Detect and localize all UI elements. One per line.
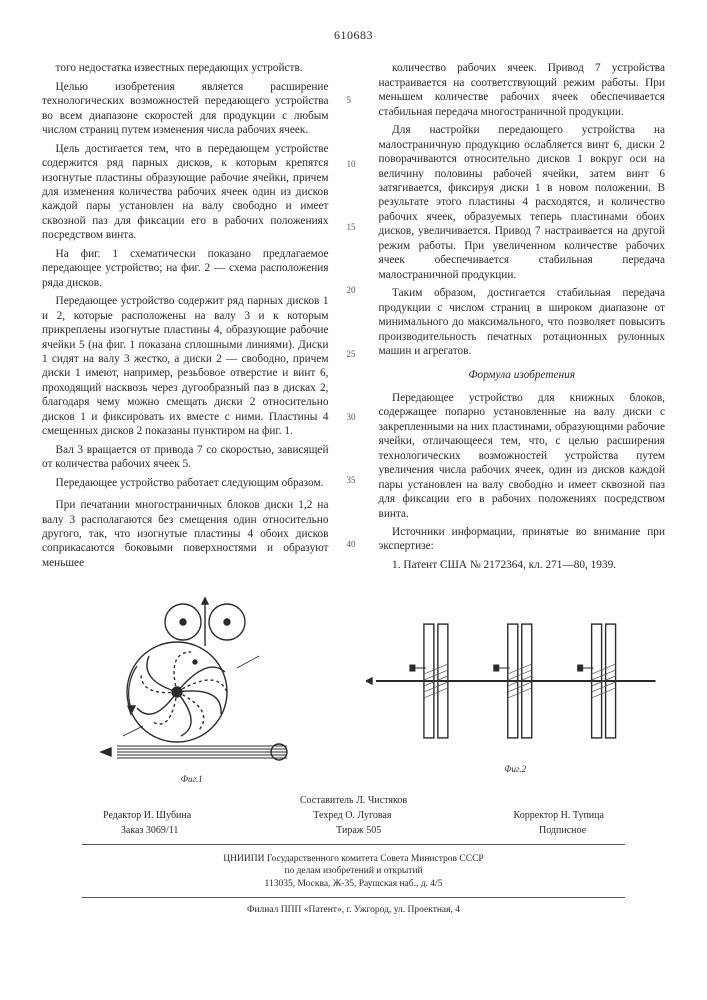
footer-org: ЦНИИПИ Государственного комитета Совета … [42, 853, 665, 866]
credits-block: Составитель Л. Чистяков Редактор И. Шуби… [42, 795, 665, 837]
line-num: 30 [347, 412, 361, 424]
sources-text: 1. Патент США № 2172364, кл. 271—80, 193… [379, 558, 666, 572]
footer-block: ЦНИИПИ Государственного комитета Совета … [42, 853, 665, 917]
claim-heading: Формула изобретения [379, 368, 666, 382]
footer-org2: по делам изобретений и открытий [42, 865, 665, 878]
para: При печатании многостраничных блоков дис… [42, 498, 329, 570]
sources-heading: Источники информации, принятые во вниман… [379, 525, 666, 554]
line-num: 10 [347, 159, 361, 171]
line-num: 40 [347, 539, 361, 551]
divider [82, 844, 625, 845]
line-num: 15 [347, 222, 361, 234]
line-num: 5 [347, 95, 361, 107]
tirazh: Тираж 505 [336, 825, 381, 838]
figure-2-label: Фиг.2 [366, 764, 666, 776]
line-number-gutter: 5 10 15 20 25 30 35 40 [347, 61, 361, 576]
footer-addr: 113035, Москва, Ж-35, Раушская наб., д. … [42, 878, 665, 891]
para: количество рабочих ячеек. Привод 7 устро… [379, 61, 666, 119]
figures-row: Фиг.1 [42, 596, 665, 785]
line-num: 25 [347, 349, 361, 361]
figure-1: Фиг.1 [42, 596, 342, 785]
para: того недостатка известных передающих уст… [42, 61, 329, 75]
right-column: количество рабочих ячеек. Привод 7 устро… [379, 61, 666, 576]
para: Передающее устройство работает следующим… [42, 476, 329, 490]
document-number: 610683 [42, 28, 665, 43]
body-columns: того недостатка известных передающих уст… [42, 61, 665, 576]
line-num: 20 [347, 285, 361, 297]
line-num: 35 [347, 475, 361, 487]
left-column: того недостатка известных передающих уст… [42, 61, 329, 576]
para: Таким образом, достигается стабильная пе… [379, 286, 666, 358]
order-number: Заказ 3069/11 [121, 825, 178, 838]
figure-1-label: Фиг.1 [42, 774, 342, 786]
claim-text: Передающее устройство для книжных блоков… [379, 391, 666, 521]
figure-1-svg [87, 596, 297, 766]
podpisnoe: Подписное [539, 825, 586, 838]
para: Вал 3 вращается от привода 7 со скорость… [42, 443, 329, 472]
corrector: Корректор Н. Тупица [514, 810, 604, 823]
divider [82, 897, 625, 898]
figure-2-svg [366, 606, 666, 756]
para: На фиг. 1 схематически показано предлага… [42, 247, 329, 290]
editor: Редактор И. Шубина [103, 810, 191, 823]
compiler: Составитель Л. Чистяков [42, 795, 665, 808]
footer-print: Филиал ППП «Патент», г. Ужгород, ул. Про… [42, 904, 665, 917]
para: Целью изобретения является расширение те… [42, 80, 329, 138]
para: Передающее устройство содержит ряд парны… [42, 294, 329, 439]
para: Для настройки передающего устройства на … [379, 123, 666, 282]
figure-2: Фиг.2 [366, 606, 666, 775]
tech-editor: Техред О. Луговая [313, 810, 391, 823]
para: Цель достигается тем, что в передающем у… [42, 142, 329, 243]
